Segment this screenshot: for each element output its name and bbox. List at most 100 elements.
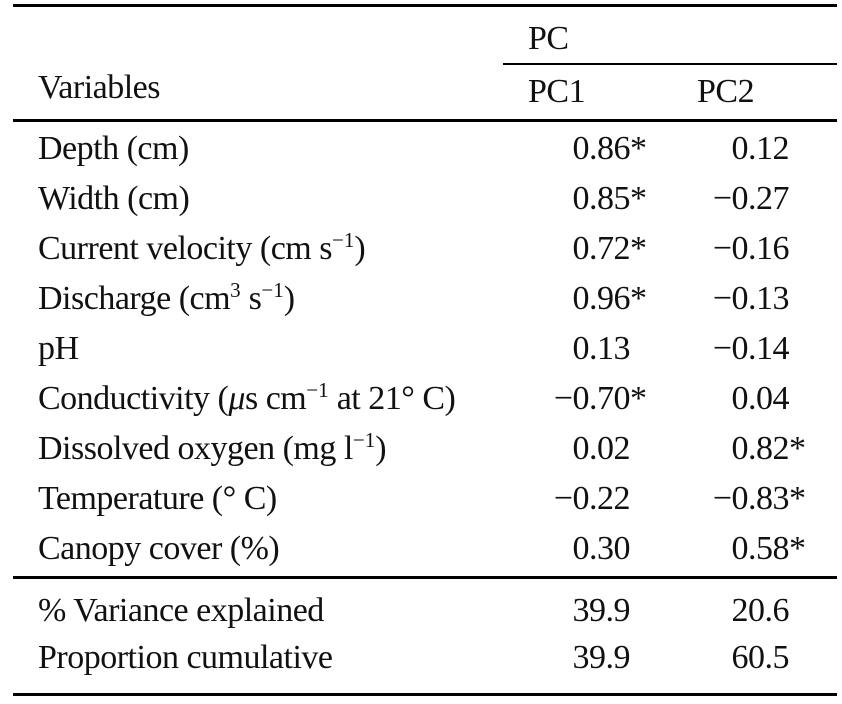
pc1-value-cell: 39.9 [503, 639, 668, 677]
pc-group-header: PC [528, 20, 569, 57]
table-row: Dissolved oxygen (mg l−1) 0.02 0.82 * [13, 424, 837, 474]
table-row: % Variance explained 39.9 20.6 [13, 587, 837, 634]
table-summary: % Variance explained 39.9 20.6 Proportio… [13, 579, 837, 693]
table-row: Temperature (° C) −0.22 −0.83 * [13, 474, 837, 524]
pc2-value: 0.12 [731, 130, 790, 167]
table-row: pH 0.13 −0.14 [13, 324, 837, 374]
row-label-part: Dissolved oxygen (mg l [38, 430, 353, 467]
row-label-part: Temperature (° C) [38, 480, 277, 517]
pc1-value: −0.70 [553, 380, 631, 417]
row-label: pH [13, 330, 503, 368]
pc2-value-cell: 60.5 [668, 639, 837, 677]
row-label: % Variance explained [13, 592, 503, 630]
pc2-value-cell: 0.82 * [668, 430, 837, 468]
pc2-value: 60.5 [731, 638, 790, 676]
pc2-value-cell: 0.04 [668, 380, 837, 418]
row-label-part: Current velocity (cm s [38, 230, 332, 267]
table-row: Width (cm) 0.85 * −0.27 [13, 174, 837, 224]
row-label-part: ) [283, 280, 295, 317]
row-label-part: Depth (cm) [38, 130, 189, 167]
table-header: Variables PC PC1 PC2 [13, 7, 837, 119]
table-row: Discharge (cm3 s−1) 0.96 * −0.13 [13, 274, 837, 324]
pc1-value: 0.72 [572, 230, 631, 267]
pc2-value-cell: 0.58 * [668, 530, 837, 568]
row-label-part: pH [38, 330, 79, 367]
row-label-part: −1 [306, 378, 329, 403]
row-label: Width (cm) [13, 180, 503, 218]
pc2-value-cell: −0.13 [668, 280, 837, 318]
pc1-value-cell: 0.02 [503, 430, 668, 468]
table-row: Depth (cm) 0.86 * 0.12 [13, 124, 837, 174]
pc-header-group: PC PC1 PC2 [503, 7, 837, 119]
summary-top-rule [13, 576, 837, 579]
pc1-column-header: PC1 [528, 73, 586, 110]
pc1-significance-star: * [630, 380, 647, 417]
pca-loadings-table: Variables PC PC1 PC2 Depth (cm) 0.86 * [13, 4, 837, 696]
pc2-value: −0.83 [712, 480, 790, 517]
row-label-part: ) [354, 230, 366, 267]
pc1-value: 0.86 [572, 130, 631, 167]
pc2-value-cell: −0.14 [668, 330, 837, 368]
pc2-value: −0.13 [712, 280, 790, 317]
pc1-value: 0.85 [572, 180, 631, 217]
row-label: Conductivity (μs cm−1 at 21° C) [13, 378, 503, 418]
table-bottom-rule [13, 693, 837, 696]
pc2-value: −0.14 [712, 330, 790, 367]
header-bottom-rule [13, 119, 837, 122]
table-row: Conductivity (μs cm−1 at 21° C) −0.70 * … [13, 374, 837, 424]
row-label: Discharge (cm3 s−1) [13, 278, 503, 318]
pc2-value: −0.16 [712, 230, 790, 267]
row-label-part: Canopy cover (%) [38, 530, 280, 567]
pc1-significance-star: * [630, 280, 647, 317]
pc2-value: 0.58 [731, 530, 790, 567]
row-label-part: ) [375, 430, 387, 467]
pc1-value-cell: 0.13 [503, 330, 668, 368]
row-label-part: μ [228, 380, 245, 417]
pc1-significance-star: * [630, 180, 647, 217]
pc1-value-cell: 0.72 * [503, 230, 668, 268]
pc1-value-cell: −0.22 [503, 480, 668, 518]
pc1-value-cell: −0.70 * [503, 380, 668, 418]
pc2-value: −0.27 [712, 180, 790, 217]
table-row: Canopy cover (%) 0.30 0.58 * [13, 524, 837, 574]
pc1-value: 39.9 [572, 638, 631, 676]
row-label-part: 3 [230, 278, 241, 303]
table-body: Depth (cm) 0.86 * 0.12 Width (cm) 0.85 *… [13, 122, 837, 576]
pc1-value: 0.13 [572, 330, 631, 367]
pc1-value-cell: 0.96 * [503, 280, 668, 318]
row-label: Depth (cm) [13, 130, 503, 168]
pc1-value-cell: 0.30 [503, 530, 668, 568]
pc2-significance-star: * [789, 530, 806, 567]
pc1-value-cell: 0.85 * [503, 180, 668, 218]
pc1-value-cell: 0.86 * [503, 130, 668, 168]
row-label-part: −1 [331, 228, 355, 253]
row-label-part: Discharge (cm [38, 280, 231, 317]
row-label: Proportion cumulative [13, 639, 503, 677]
pc1-value-cell: 39.9 [503, 592, 668, 630]
pc1-value: 0.30 [572, 530, 631, 567]
row-label: Temperature (° C) [13, 480, 503, 518]
row-label: Dissolved oxygen (mg l−1) [13, 428, 503, 468]
table-top-rule [13, 4, 837, 7]
row-label-part: % Variance explained [38, 591, 324, 629]
pc-spanner-rule [503, 63, 837, 65]
pc2-value-cell: −0.16 [668, 230, 837, 268]
row-label: Current velocity (cm s−1) [13, 228, 503, 268]
pc2-significance-star: * [789, 480, 806, 517]
pc2-value: 20.6 [731, 591, 790, 629]
row-label-part: Width (cm) [38, 180, 190, 217]
row-label-part: Proportion cumulative [38, 638, 333, 676]
pc2-value: 0.82 [731, 430, 790, 467]
pc2-value-cell: −0.27 [668, 180, 837, 218]
pc2-value-cell: 0.12 [668, 130, 837, 168]
row-label-part: s cm [244, 380, 307, 417]
table-row: Proportion cumulative 39.9 60.5 [13, 634, 837, 681]
row-label-part: s [240, 280, 262, 317]
row-label: Canopy cover (%) [13, 530, 503, 568]
row-label-part: −1 [352, 428, 376, 453]
pc2-significance-star: * [789, 430, 806, 467]
pc1-value: 0.96 [572, 280, 631, 317]
pc2-column-header: PC2 [697, 73, 755, 110]
pc1-value: 0.02 [572, 430, 631, 467]
pc1-significance-star: * [630, 230, 647, 267]
